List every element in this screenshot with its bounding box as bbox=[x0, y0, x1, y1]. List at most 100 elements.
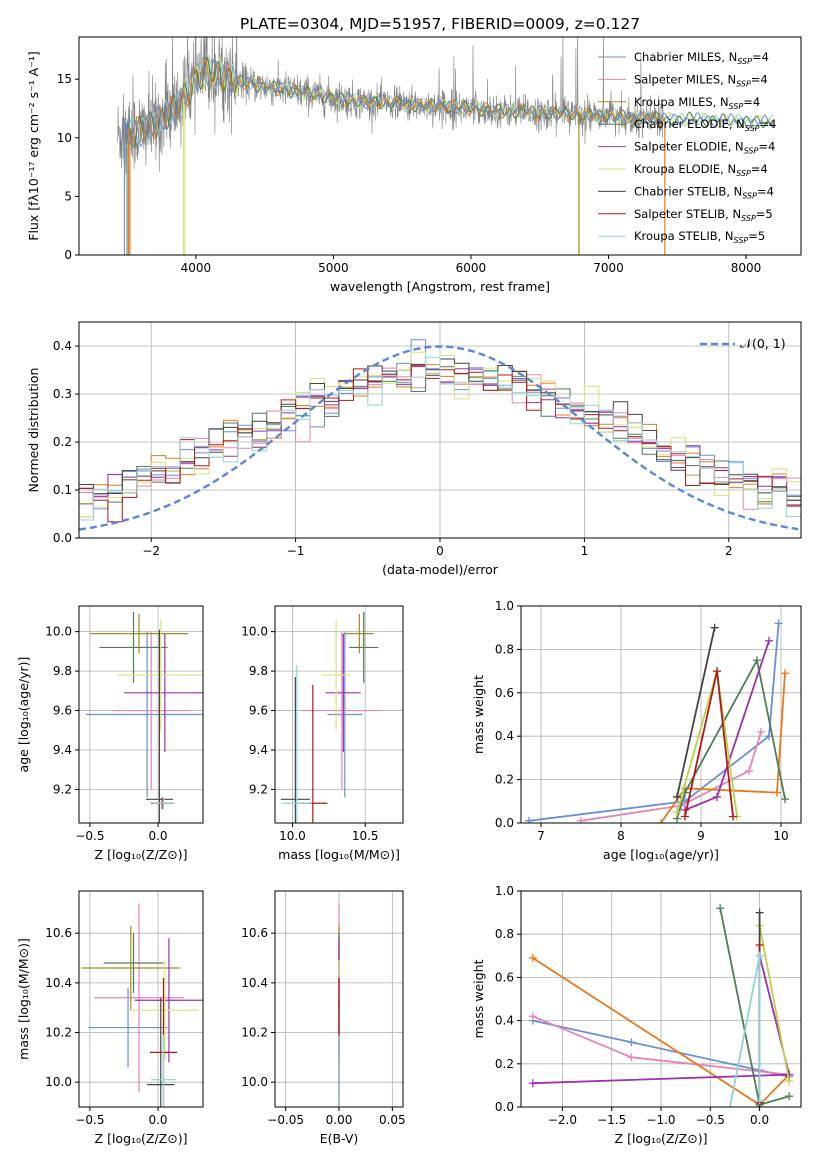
x-tick-label: −2 bbox=[142, 544, 160, 558]
y-axis-label: mass weight bbox=[471, 959, 486, 1038]
legend-entry: Salpeter ELODIE, NSSP=4 bbox=[634, 140, 775, 156]
legend-subscript: SSP bbox=[744, 147, 759, 156]
x-tick-label: 4000 bbox=[181, 261, 212, 275]
weight-marker bbox=[755, 941, 764, 949]
x-tick-label: 0.0 bbox=[148, 1113, 167, 1127]
y-tick-label: 10.0 bbox=[241, 625, 268, 639]
weight-series-line bbox=[676, 627, 716, 798]
legend-entry: Salpeter STELIB, NSSP=5 bbox=[634, 207, 773, 223]
spectrum-panel: 4000 5000 6000 7000 8000 0 5 10 15 wavelength [An… bbox=[26, 36, 802, 294]
y-tick-label: 9.2 bbox=[53, 782, 72, 796]
legend-label: Kroupa ELODIE, N bbox=[634, 162, 736, 176]
age-vs-metallicity-panel: −0.5 0.0 9.2 9.4 9.6 9.8 10.0 Z [log₁₀(Z/Z⊙)] ag… bbox=[16, 605, 204, 862]
weight-marker bbox=[525, 816, 533, 823]
x-tick-label: −0.5 bbox=[696, 1113, 725, 1127]
legend-suffix: =4 bbox=[760, 117, 777, 131]
x-axis-label: E(B-V) bbox=[320, 1131, 359, 1146]
y-tick-label: 10.2 bbox=[241, 1026, 268, 1040]
y-tick-label: 9.6 bbox=[53, 704, 72, 718]
x-tick-label: −1.5 bbox=[597, 1113, 626, 1127]
legend-label: Kroupa STELIB, N bbox=[634, 229, 734, 243]
residual-histogram-line bbox=[79, 356, 801, 521]
plot-area bbox=[79, 339, 801, 531]
x-axis-label: mass [log₁₀(M/M⊙)] bbox=[278, 847, 400, 862]
weight-marker bbox=[627, 1053, 636, 1062]
axes-frame bbox=[78, 890, 204, 1108]
y-tick-label: 10.0 bbox=[241, 1075, 268, 1089]
mass-vs-metallicity-panel: −0.5 0.0 10.0 10.2 10.4 10.6 Z [log₁₀(Z/Z⊙)] ma… bbox=[16, 890, 204, 1146]
weight-marker bbox=[528, 953, 537, 962]
y-axis-label: Normed distribution bbox=[26, 368, 41, 493]
legend-subscript: SSP bbox=[736, 169, 751, 178]
y-tick-label: 10.2 bbox=[45, 1026, 72, 1040]
y-tick-label: 10.6 bbox=[241, 926, 268, 940]
y-axis-label: age [log₁₀(age/yr)] bbox=[16, 657, 31, 773]
y-axis-label: mass weight bbox=[471, 675, 486, 754]
model-spectrum-line bbox=[128, 59, 664, 255]
x-tick-label: 10.0 bbox=[279, 829, 306, 843]
normal-legend-label: 𝒩(0, 1) bbox=[740, 336, 786, 351]
x-tick-label: 1 bbox=[581, 544, 589, 558]
y-tick-label: 0.0 bbox=[495, 1100, 514, 1114]
model-spectrum-line bbox=[123, 57, 774, 255]
x-tick-label: 7 bbox=[537, 829, 545, 843]
legend-label: Chabrier STELIB, N bbox=[634, 184, 742, 198]
x-axis-label: wavelength [Angstrom, rest frame] bbox=[330, 279, 550, 294]
x-tick-label: 5000 bbox=[318, 261, 349, 275]
axes-frame bbox=[520, 605, 802, 824]
observed-spectrum-line bbox=[117, 37, 664, 190]
weight-marker bbox=[753, 656, 761, 665]
y-tick-label: 0.0 bbox=[53, 531, 72, 545]
legend-suffix: =4 bbox=[757, 184, 774, 198]
legend-subscript: SSP bbox=[737, 57, 752, 66]
legend-suffix: =4 bbox=[752, 50, 769, 64]
plot-area bbox=[85, 611, 203, 823]
axes-frame bbox=[274, 605, 404, 824]
weight-series-line bbox=[684, 640, 770, 811]
y-tick-label: 0.4 bbox=[53, 339, 72, 353]
legend-label: Salpeter MILES, N bbox=[634, 72, 736, 86]
y-tick-label: 0.6 bbox=[495, 970, 514, 984]
legend-suffix: =4 bbox=[758, 140, 775, 154]
weight-marker bbox=[726, 1103, 735, 1107]
weight-marker bbox=[577, 816, 585, 823]
weight-marker bbox=[765, 636, 773, 645]
weight-marker bbox=[673, 792, 681, 801]
plot-area bbox=[81, 903, 203, 1107]
legend-entry: Salpeter MILES, NSSP=4 bbox=[634, 72, 768, 88]
legend-entry: Chabrier MILES, NSSP=4 bbox=[634, 50, 769, 66]
y-tick-label: 5 bbox=[64, 189, 72, 203]
y-tick-label: 0.2 bbox=[53, 435, 72, 449]
y-axis-label: Flux [fλ10⁻¹⁷ erg cm⁻² s⁻¹ A⁻¹] bbox=[26, 51, 41, 240]
plot-area bbox=[528, 904, 794, 1107]
legend-subscript: SSP bbox=[745, 124, 760, 133]
legend-suffix: =5 bbox=[756, 207, 773, 221]
weight-marker bbox=[713, 792, 721, 801]
x-tick-label: 10 bbox=[773, 829, 788, 843]
y-tick-label: 0.6 bbox=[495, 686, 514, 700]
weight-marker bbox=[713, 667, 721, 676]
y-tick-label: 9.4 bbox=[53, 743, 72, 757]
y-tick-label: 0.4 bbox=[495, 1014, 514, 1028]
legend-subscript: SSP bbox=[729, 102, 744, 111]
weight-marker bbox=[773, 788, 781, 797]
weight-marker bbox=[774, 619, 783, 628]
x-tick-label: 0.0 bbox=[750, 1113, 769, 1127]
x-tick-label: 9 bbox=[697, 829, 705, 843]
weight-marker bbox=[785, 1092, 794, 1101]
y-tick-label: 9.8 bbox=[249, 664, 268, 678]
model-spectrum-line bbox=[123, 59, 774, 255]
figure-title: PLATE=0304, MJD=51957, FIBERID=0009, z=0… bbox=[240, 15, 640, 33]
weight-marker bbox=[785, 1077, 794, 1086]
y-tick-label: 10 bbox=[57, 131, 72, 145]
legend-entry: Chabrier ELODIE, NSSP=4 bbox=[634, 117, 776, 133]
plot-area bbox=[117, 37, 774, 255]
weight-marker bbox=[673, 808, 681, 817]
x-tick-label: −0.5 bbox=[75, 1113, 104, 1127]
model-spectrum-line bbox=[126, 56, 774, 255]
legend-label: Chabrier ELODIE, N bbox=[634, 117, 745, 131]
plot-area bbox=[525, 619, 789, 823]
legend-subscript: SSP bbox=[736, 79, 751, 88]
y-tick-label: 0.2 bbox=[495, 773, 514, 787]
